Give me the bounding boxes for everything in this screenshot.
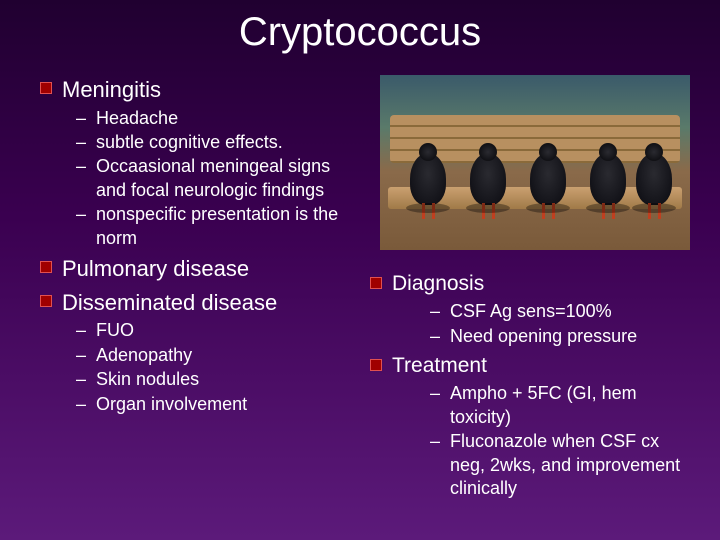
sub-item: –Ampho + 5FC (GI, hem toxicity) <box>430 382 690 429</box>
sub-list: –CSF Ag sens=100% –Need opening pressure <box>370 300 690 348</box>
pigeon-icon <box>470 153 506 205</box>
sub-text: Organ involvement <box>96 393 247 416</box>
shadow <box>526 203 570 213</box>
shadow <box>586 203 630 213</box>
dash-icon: – <box>430 430 440 500</box>
sub-text: Ampho + 5FC (GI, hem toxicity) <box>450 382 690 429</box>
pigeon-icon <box>410 153 446 205</box>
sub-text: FUO <box>96 319 134 342</box>
sub-item: –Fluconazole when CSF cx neg, 2wks, and … <box>430 430 690 500</box>
sub-item: –nonspecific presentation is the norm <box>76 203 350 250</box>
bullet-icon <box>40 261 52 273</box>
left-list: Meningitis –Headache –subtle cognitive e… <box>40 75 350 416</box>
pigeons-photo <box>380 75 690 250</box>
left-column: Meningitis –Headache –subtle cognitive e… <box>40 75 370 504</box>
dash-icon: – <box>76 155 86 202</box>
sub-list: –Headache –subtle cognitive effects. –Oc… <box>40 107 350 250</box>
item-label: Pulmonary disease <box>62 254 249 284</box>
sub-item: –CSF Ag sens=100% <box>430 300 690 323</box>
sub-text: Adenopathy <box>96 344 192 367</box>
sub-item: –Headache <box>76 107 350 130</box>
dash-icon: – <box>76 131 86 154</box>
dash-icon: – <box>76 203 86 250</box>
dash-icon: – <box>430 382 440 429</box>
dash-icon: – <box>76 368 86 391</box>
dash-icon: – <box>430 325 440 348</box>
dash-icon: – <box>76 107 86 130</box>
shadow <box>466 203 510 213</box>
sub-item: –Organ involvement <box>76 393 350 416</box>
bullet-icon <box>40 82 52 94</box>
item-label: Treatment <box>392 352 487 380</box>
list-item: Meningitis –Headache –subtle cognitive e… <box>40 75 350 250</box>
right-list: Diagnosis –CSF Ag sens=100% –Need openin… <box>370 270 690 500</box>
sub-item: –FUO <box>76 319 350 342</box>
sub-text: Fluconazole when CSF cx neg, 2wks, and i… <box>450 430 690 500</box>
item-label: Disseminated disease <box>62 288 277 318</box>
shadow <box>406 203 450 213</box>
pigeon-icon <box>636 153 672 205</box>
dash-icon: – <box>76 393 86 416</box>
pigeon-icon <box>590 153 626 205</box>
sub-text: subtle cognitive effects. <box>96 131 283 154</box>
sub-item: –Occaasional meningeal signs and focal n… <box>76 155 350 202</box>
sub-item: –Skin nodules <box>76 368 350 391</box>
sub-text: Skin nodules <box>96 368 199 391</box>
sub-text: Headache <box>96 107 178 130</box>
slide-title: Cryptococcus <box>0 0 720 75</box>
list-item: Disseminated disease –FUO –Adenopathy –S… <box>40 288 350 416</box>
item-label: Diagnosis <box>392 270 484 298</box>
item-label: Meningitis <box>62 75 161 105</box>
sub-text: Need opening pressure <box>450 325 637 348</box>
pigeon-icon <box>530 153 566 205</box>
sub-list: –Ampho + 5FC (GI, hem toxicity) –Flucona… <box>370 382 690 500</box>
bullet-icon <box>370 277 382 289</box>
sub-text: Occaasional meningeal signs and focal ne… <box>96 155 350 202</box>
sub-item: –subtle cognitive effects. <box>76 131 350 154</box>
sub-item: –Need opening pressure <box>430 325 690 348</box>
dash-icon: – <box>76 344 86 367</box>
sub-item: –Adenopathy <box>76 344 350 367</box>
sub-list: –FUO –Adenopathy –Skin nodules –Organ in… <box>40 319 350 416</box>
right-column: Diagnosis –CSF Ag sens=100% –Need openin… <box>370 75 690 504</box>
bullet-icon <box>370 359 382 371</box>
list-item: Treatment –Ampho + 5FC (GI, hem toxicity… <box>370 352 690 500</box>
dash-icon: – <box>76 319 86 342</box>
content-area: Meningitis –Headache –subtle cognitive e… <box>0 75 720 504</box>
dash-icon: – <box>430 300 440 323</box>
list-item: Pulmonary disease <box>40 254 350 284</box>
list-item: Diagnosis –CSF Ag sens=100% –Need openin… <box>370 270 690 348</box>
bullet-icon <box>40 295 52 307</box>
shadow <box>632 203 676 213</box>
sub-text: CSF Ag sens=100% <box>450 300 612 323</box>
sub-text: nonspecific presentation is the norm <box>96 203 350 250</box>
